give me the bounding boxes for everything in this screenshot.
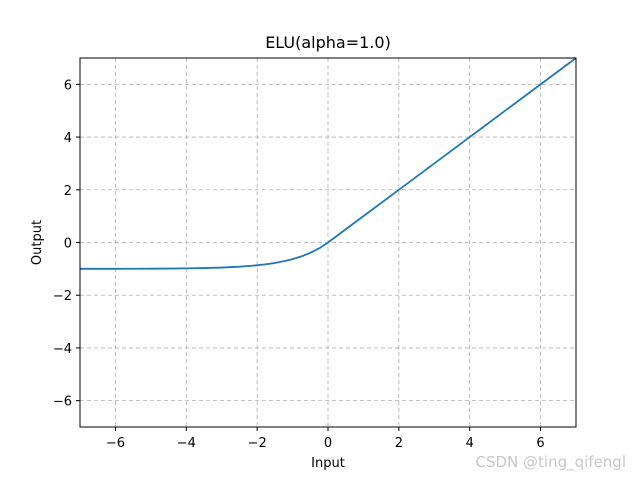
x-tick-label: −4 [177,436,196,451]
chart-title: ELU(alpha=1.0) [265,33,391,52]
series-layer [79,57,577,270]
x-tick-label: 6 [536,436,544,451]
x-axis: −6 −4 −2 0 2 4 6 [106,427,545,451]
y-tick-label: 2 [64,184,72,199]
y-tick-label: −4 [53,342,72,357]
x-tick-label: −6 [106,436,125,451]
y-axis-label: Output [30,220,45,265]
y-tick-label: −6 [53,395,72,410]
x-tick-label: 2 [395,436,403,451]
y-tick-label: 6 [64,78,72,93]
watermark-text: CSDN @ting_qifengl [475,453,626,472]
x-tick-label: 4 [466,436,474,451]
x-tick-label: 0 [324,436,332,451]
y-tick-label: −2 [53,289,72,304]
x-tick-label: −2 [248,436,267,451]
x-axis-label: Input [311,456,345,471]
y-tick-label: 0 [64,237,72,252]
y-tick-label: 4 [64,131,72,146]
series-line [79,57,577,270]
y-axis: −6 −4 −2 0 2 4 6 [53,78,80,410]
